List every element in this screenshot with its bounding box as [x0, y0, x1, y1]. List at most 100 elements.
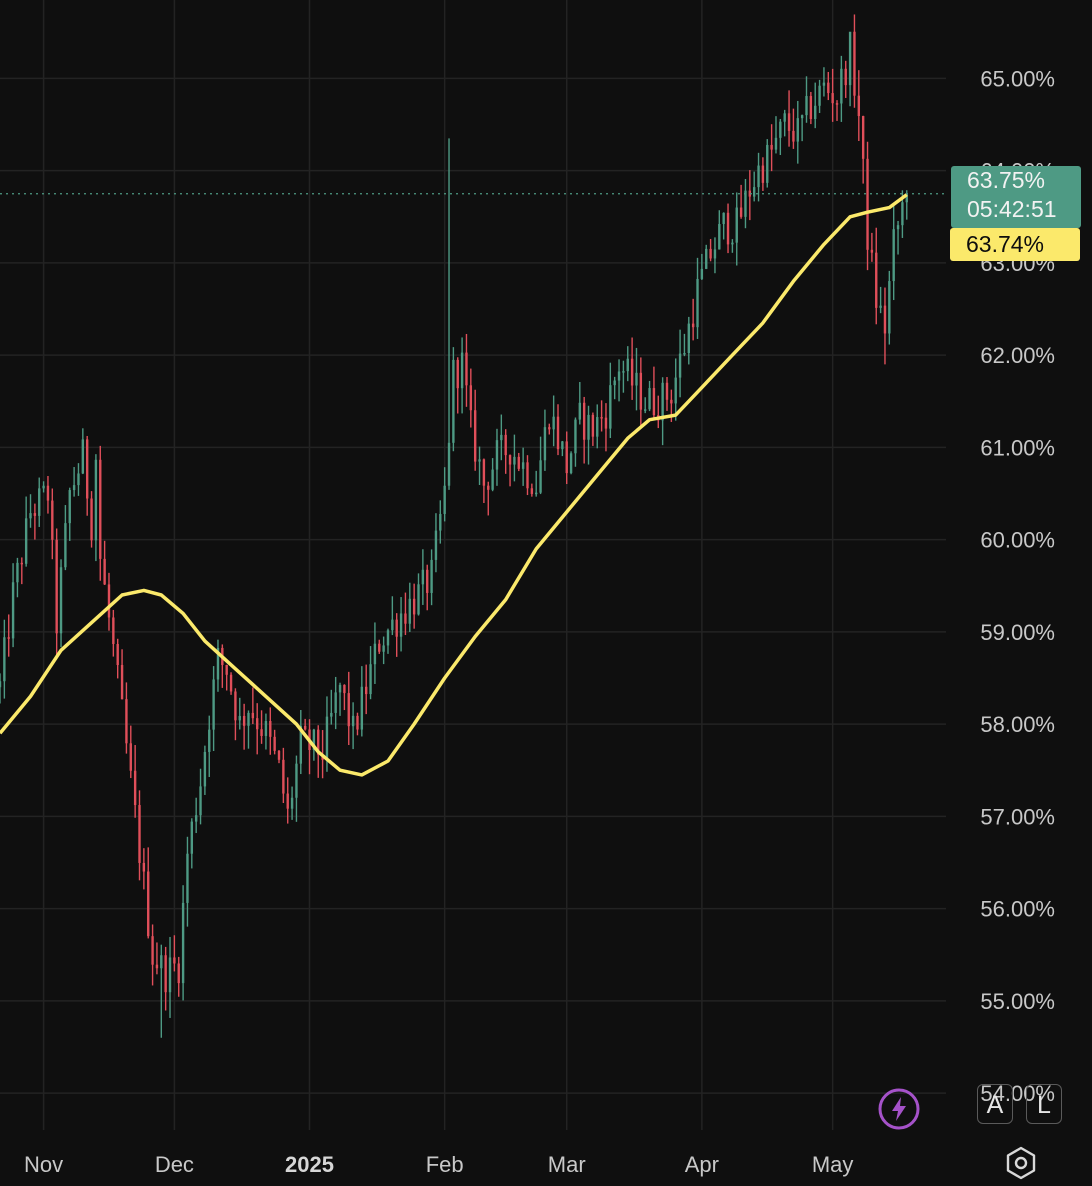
settings-icon[interactable] [1004, 1146, 1038, 1180]
y-tick-label: 58.00% [980, 712, 1055, 737]
candle-body [635, 372, 638, 386]
candle-body [430, 559, 433, 593]
candle-body [752, 187, 756, 197]
candle-body [691, 323, 695, 328]
candle-body [552, 416, 555, 430]
candle-body [299, 725, 303, 764]
lightning-icon[interactable] [878, 1088, 920, 1130]
candle-body [670, 399, 673, 404]
candle-body [325, 716, 329, 760]
candle-body [260, 729, 263, 736]
candle-body [334, 692, 337, 713]
candle-body [125, 699, 128, 744]
candle-body [164, 955, 167, 993]
candle-body [173, 957, 176, 964]
candle-body [29, 513, 32, 519]
candle-body [242, 715, 246, 726]
candle-body [138, 805, 141, 863]
candle-body [77, 473, 80, 486]
candle-body [90, 498, 93, 541]
candle-body [160, 955, 163, 969]
candle-body [404, 613, 407, 624]
grid [0, 0, 946, 1130]
candle-body [51, 500, 54, 540]
candle-body [853, 31, 856, 96]
candle-body [38, 488, 41, 516]
candle-body [888, 281, 891, 334]
candle-body [861, 116, 865, 159]
candle-body [356, 715, 359, 730]
candle-body [129, 743, 132, 771]
candle-body [133, 770, 137, 806]
candle-body [238, 715, 241, 721]
candle-body [3, 637, 6, 682]
candle-body [818, 85, 821, 106]
candle-body [216, 647, 220, 680]
candle-body [661, 382, 664, 421]
candle-body [683, 352, 686, 355]
candle-body [548, 427, 551, 430]
y-tick-label: 55.00% [980, 989, 1055, 1014]
candle-body [722, 212, 725, 225]
candle-body [739, 207, 743, 217]
candle-body [578, 402, 582, 420]
moving-average [0, 193, 908, 777]
y-tick-label: 59.00% [980, 620, 1055, 645]
candle-body [482, 459, 486, 486]
candle-body [779, 121, 782, 138]
candle-body [617, 371, 621, 381]
candle-body [469, 385, 473, 411]
candle-body [208, 729, 211, 752]
candle-body [600, 417, 603, 419]
x-tick-label: Feb [426, 1152, 464, 1177]
candle-body [186, 853, 189, 903]
candle-body [726, 212, 730, 245]
candle-body [20, 562, 23, 565]
candle-body [883, 305, 887, 334]
candle-body [16, 562, 19, 583]
candle-body [282, 759, 285, 794]
candle-body [870, 249, 874, 253]
candle-body [840, 68, 843, 104]
moving-average-badge: 63.74% [950, 228, 1080, 261]
candle-body [835, 103, 839, 105]
candle-body [473, 410, 477, 462]
candle-body [369, 664, 372, 695]
candle-body [569, 453, 573, 474]
candle-body [312, 729, 316, 751]
candle-body [561, 441, 564, 450]
candle-body [805, 96, 808, 116]
candle-body [251, 712, 255, 719]
candle-body [338, 684, 342, 693]
candle-body [452, 359, 455, 443]
candle-body [543, 427, 547, 461]
candle-body [142, 862, 146, 872]
candle-body [757, 165, 760, 188]
candle-body [700, 268, 704, 279]
x-tick-label: May [812, 1152, 854, 1177]
candle-body [648, 388, 651, 410]
candle-body [256, 718, 259, 730]
auto-scale-button[interactable]: A [977, 1084, 1013, 1124]
candle-body [94, 459, 98, 541]
candle-body [68, 490, 71, 524]
candle-body [905, 193, 908, 203]
candle-body [194, 815, 198, 822]
candle-body [33, 513, 37, 516]
candle-body [831, 93, 834, 104]
candle-body [382, 645, 385, 652]
candle-body [787, 113, 791, 131]
candle-body [64, 523, 67, 568]
log-scale-button[interactable]: L [1026, 1084, 1062, 1124]
last-price-badge: 63.75% 05:42:51 [951, 166, 1081, 228]
candle-body [46, 485, 50, 501]
candle-body [99, 459, 102, 559]
candle-body [587, 414, 590, 440]
countdown-timer: 05:42:51 [967, 196, 1057, 222]
candle-body [147, 871, 150, 937]
candle-body [269, 720, 272, 737]
y-tick-label: 65.00% [980, 66, 1055, 91]
candle-body [0, 681, 2, 688]
candle-body [556, 416, 560, 450]
